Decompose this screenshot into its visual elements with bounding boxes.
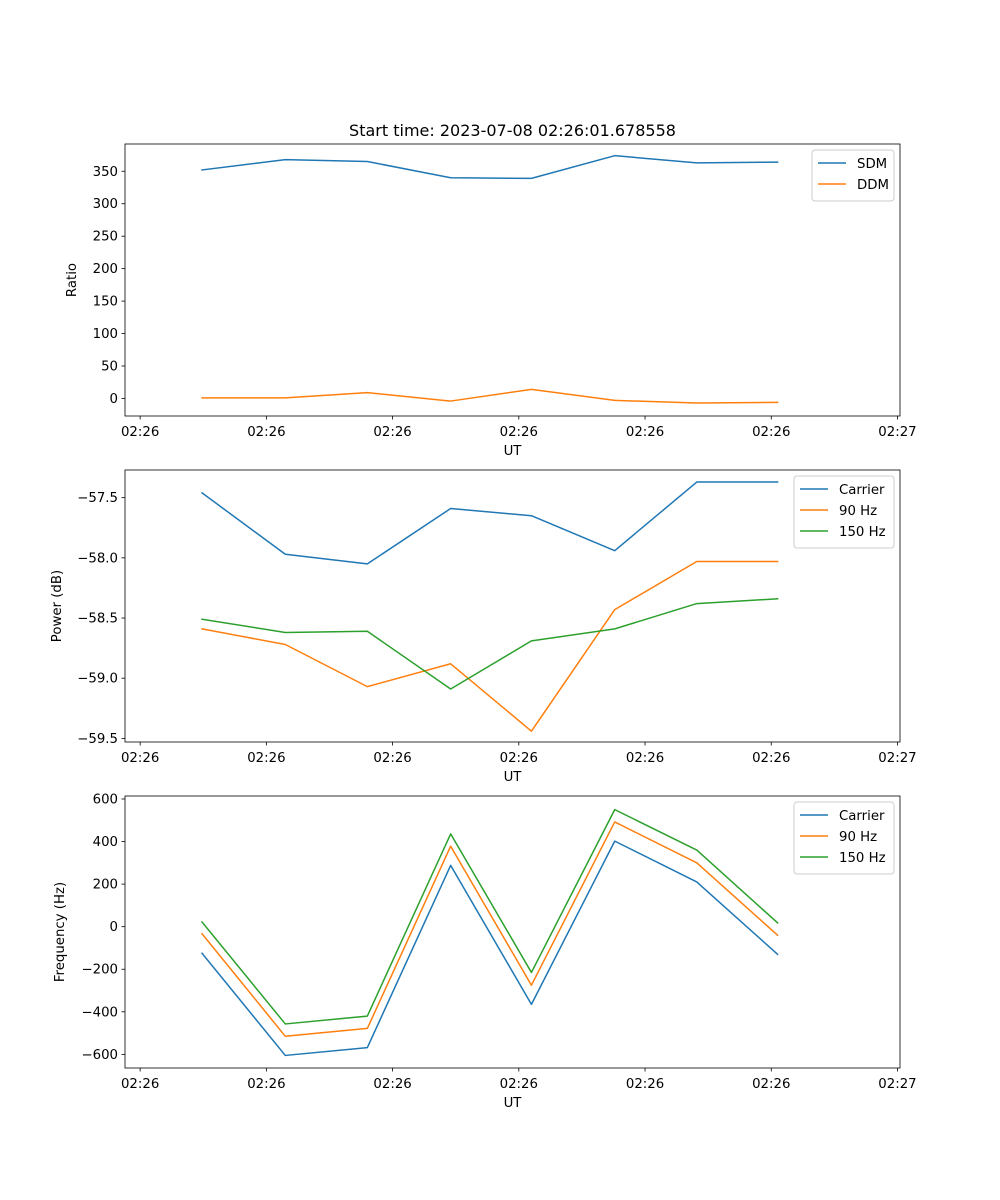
y-tick-label: 0 (110, 392, 118, 407)
x-tick-label: 02:26 (752, 425, 790, 440)
y-axis-label: Power (dB) (50, 570, 65, 642)
axes-frame (124, 143, 901, 417)
x-tick-label: 02:26 (626, 1077, 664, 1092)
x-tick-label: 02:26 (626, 751, 664, 766)
y-tick-label: 300 (93, 197, 118, 212)
legend: Carrier 90 Hz 150 Hz (793, 801, 895, 875)
y-tick-label: 150 (93, 295, 118, 310)
x-tick-label: 02:26 (247, 1077, 285, 1092)
series-line-ddm (201, 388, 779, 404)
x-tick-label: 02:26 (626, 425, 664, 440)
x-tick-label: 02:26 (121, 751, 159, 766)
legend-box (793, 475, 895, 549)
series-line-90-hz (201, 560, 779, 732)
legend: SDM DDM (811, 149, 895, 202)
y-tick-label: −57.5 (77, 491, 118, 506)
x-tick-label: 02:26 (500, 751, 538, 766)
legend-label: 150 Hz (839, 525, 886, 540)
y-tick-label: 100 (93, 327, 118, 342)
legend-label: Carrier (839, 809, 885, 824)
x-tick-label: 02:26 (752, 1077, 790, 1092)
x-axis-label: UT (504, 444, 523, 459)
y-tick-label: 250 (93, 230, 118, 245)
legend-label: DDM (857, 178, 889, 193)
series-line-150-hz (201, 597, 779, 690)
legend-label: Carrier (839, 483, 885, 498)
y-tick-label: −58.0 (77, 551, 118, 566)
legend: Carrier 90 Hz 150 Hz (793, 475, 895, 549)
y-tick-label: 400 (93, 835, 118, 850)
x-tick-label: 02:27 (878, 1077, 916, 1092)
y-axis-label: Ratio (65, 263, 80, 297)
series-line-sdm (201, 154, 779, 180)
y-tick-label: −200 (81, 963, 118, 978)
y-axis-label: Frequency (Hz) (53, 882, 68, 982)
x-tick-label: 02:26 (752, 751, 790, 766)
ratio-chart-panel: 02:26 02:26 02:26 02:26 02:26 02:26 02:27 0 50 10… (65, 121, 917, 459)
x-tick-label: 02:26 (121, 1077, 159, 1092)
y-tick-label: 600 (93, 792, 118, 807)
x-axis-label: UT (504, 1096, 523, 1111)
x-tick-label: 02:26 (121, 425, 159, 440)
y-tick-label: −59.0 (77, 672, 118, 687)
legend-label: SDM (857, 157, 887, 172)
y-tick-label: −58.5 (77, 612, 118, 627)
y-tick-label: 200 (93, 878, 118, 893)
chart-title: Start time: 2023-07-08 02:26:01.678558 (349, 121, 676, 140)
series-line-150-hz (200, 808, 779, 1025)
legend-box (793, 801, 895, 875)
x-tick-label: 02:27 (878, 751, 916, 766)
power-chart-panel: 02:26 02:26 02:26 02:26 02:26 02:26 02:27 −59.5… (50, 469, 917, 785)
x-tick-label: 02:26 (500, 1077, 538, 1092)
series-line-90-hz (200, 821, 779, 1038)
y-tick-label: −400 (81, 1005, 118, 1020)
y-tick-label: 50 (101, 360, 118, 375)
y-tick-label: −600 (81, 1048, 118, 1063)
y-tick-label: −59.5 (77, 732, 118, 747)
frequency-chart-panel: 02:26 02:26 02:26 02:26 02:26 02:26 02:27 −600 −… (53, 792, 917, 1111)
legend-label: 90 Hz (839, 504, 877, 519)
x-axis-label: UT (504, 770, 523, 785)
x-tick-label: 02:26 (373, 425, 411, 440)
x-tick-label: 02:26 (373, 1077, 411, 1092)
series-line-carrier (200, 481, 779, 565)
x-tick-label: 02:26 (247, 425, 285, 440)
axes-frame (124, 469, 901, 743)
y-tick-label: 0 (110, 920, 118, 935)
y-tick-label: 350 (93, 165, 118, 180)
x-tick-label: 02:26 (247, 751, 285, 766)
y-tick-label: 200 (93, 262, 118, 277)
x-tick-label: 02:27 (878, 425, 916, 440)
axes-frame (124, 795, 901, 1069)
series-line-carrier (200, 840, 779, 1057)
x-tick-label: 02:26 (373, 751, 411, 766)
x-tick-label: 02:26 (500, 425, 538, 440)
legend-label: 90 Hz (839, 830, 877, 845)
legend-label: 150 Hz (839, 851, 886, 866)
